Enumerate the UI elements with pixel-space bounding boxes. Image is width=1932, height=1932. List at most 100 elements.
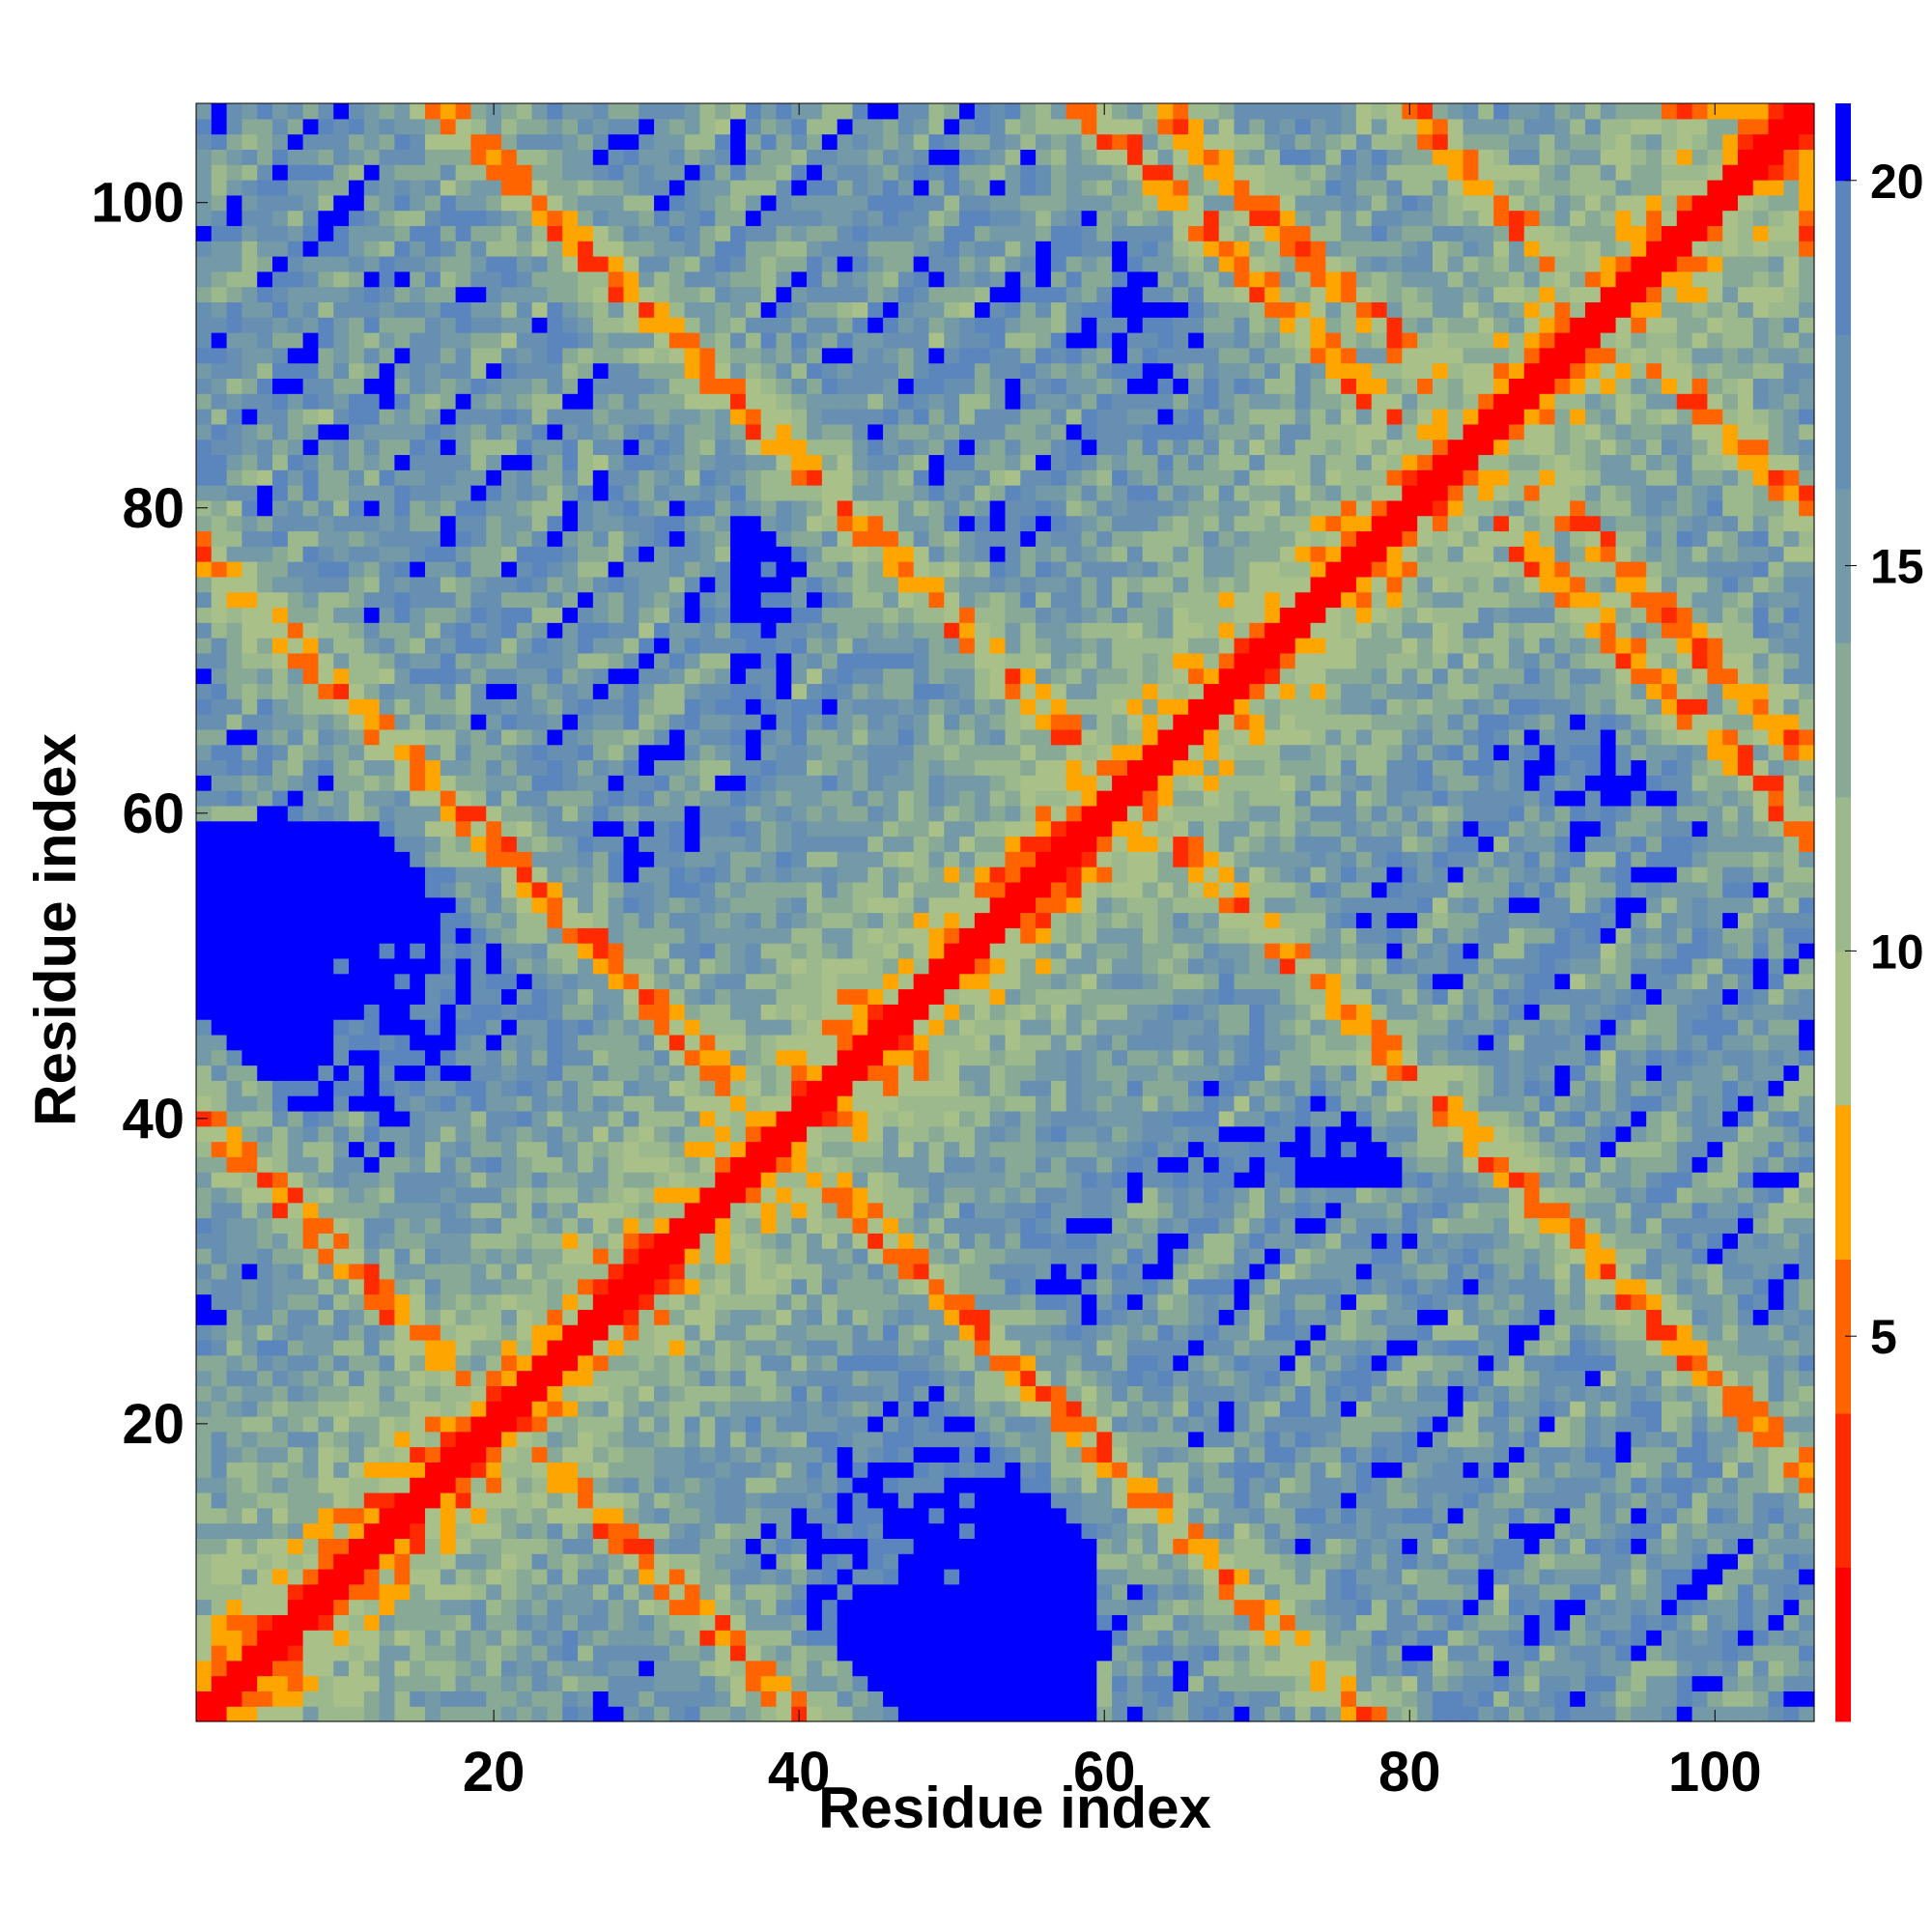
heatmap-cell [394, 1385, 411, 1402]
heatmap-cell [608, 1309, 625, 1325]
heatmap-cell [668, 668, 686, 685]
heatmap-cell [776, 714, 792, 730]
heatmap-cell [745, 1354, 762, 1372]
heatmap-cell [516, 805, 533, 822]
heatmap-cell [760, 409, 778, 425]
heatmap-cell [867, 896, 884, 914]
heatmap-cell [699, 210, 716, 227]
heatmap-cell [913, 1492, 930, 1509]
heatmap-cell [699, 1492, 716, 1509]
heatmap-cell [623, 1599, 639, 1615]
heatmap-cell [379, 1034, 396, 1051]
heatmap-cell [470, 744, 487, 761]
heatmap-cell [897, 867, 915, 883]
heatmap-cell [257, 1186, 273, 1204]
heatmap-cell [684, 546, 701, 562]
heatmap-cell [623, 1431, 639, 1448]
heatmap-cell [867, 439, 884, 456]
heatmap-cell [745, 576, 762, 593]
heatmap-cell [776, 576, 792, 593]
heatmap-cell [760, 622, 778, 639]
heatmap-cell [867, 1630, 884, 1646]
heatmap-cell [272, 270, 289, 288]
heatmap-cell [547, 652, 563, 669]
heatmap-cell [486, 561, 502, 578]
heatmap-cell [623, 241, 639, 257]
heatmap-cell [837, 1599, 854, 1615]
heatmap-cell [470, 728, 487, 746]
heatmap-cell [196, 530, 213, 547]
heatmap-cell [333, 1644, 350, 1662]
heatmap-cell [211, 790, 228, 807]
heatmap-cell [302, 1553, 320, 1570]
heatmap-cell [867, 362, 884, 380]
heatmap-cell [287, 714, 304, 730]
heatmap-cell [547, 133, 563, 150]
heatmap-cell [226, 1095, 242, 1112]
heatmap-cell [837, 210, 854, 227]
heatmap-cell [760, 668, 778, 685]
heatmap-cell [440, 1614, 457, 1631]
heatmap-cell [516, 1248, 533, 1264]
heatmap-cell [807, 1477, 823, 1493]
heatmap-cell [668, 1202, 686, 1219]
heatmap-cell [807, 439, 823, 456]
heatmap-cell [440, 454, 457, 470]
heatmap-cell [226, 943, 242, 959]
heatmap-cell [486, 469, 502, 486]
heatmap-cell [196, 1370, 213, 1386]
heatmap-cell [623, 668, 639, 685]
heatmap-cell [883, 423, 899, 440]
heatmap-cell [531, 1156, 549, 1173]
heatmap-cell [501, 1293, 518, 1310]
heatmap-cell [333, 1630, 350, 1646]
heatmap-cell [531, 1339, 549, 1356]
heatmap-cell [699, 1309, 716, 1325]
heatmap-cell [211, 1004, 228, 1020]
heatmap-cell [623, 1339, 639, 1356]
heatmap-cell [562, 485, 579, 501]
heatmap-cell [531, 896, 549, 914]
heatmap-cell [455, 194, 472, 212]
heatmap-cell [257, 439, 273, 456]
heatmap-cell [302, 1568, 320, 1585]
heatmap-cell [913, 1675, 930, 1691]
heatmap-cell [852, 668, 868, 685]
heatmap-cell [302, 1125, 320, 1143]
heatmap-cell [410, 332, 426, 349]
heatmap-cell [394, 1431, 411, 1448]
heatmap-cell [486, 499, 502, 517]
heatmap-cell [501, 1385, 518, 1402]
heatmap-cell [639, 1462, 655, 1478]
heatmap-cell [745, 270, 762, 288]
heatmap-cell [715, 362, 731, 380]
heatmap-cell [684, 867, 701, 883]
heatmap-cell [547, 409, 563, 425]
heatmap-cell [196, 1172, 213, 1188]
heatmap-cell [837, 698, 854, 715]
heatmap-cell [592, 1583, 610, 1601]
heatmap-cell [242, 210, 258, 227]
heatmap-cell [837, 957, 854, 975]
heatmap-cell [715, 943, 731, 959]
heatmap-cell [455, 1477, 472, 1493]
heatmap-cell [470, 896, 487, 914]
heatmap-cell [883, 1049, 899, 1066]
heatmap-cell [654, 1492, 670, 1509]
heatmap-cell [425, 301, 441, 318]
heatmap-cell [852, 1583, 868, 1601]
heatmap-cell [379, 988, 396, 1005]
heatmap-cell [501, 180, 518, 196]
heatmap-cell [379, 1263, 396, 1280]
heatmap-cell [791, 1675, 808, 1691]
heatmap-cell [410, 728, 426, 746]
heatmap-cell [455, 1462, 472, 1478]
heatmap-cell [425, 1553, 441, 1570]
heatmap-cell [211, 1568, 228, 1585]
heatmap-cell [410, 1507, 426, 1524]
heatmap-cell [516, 1110, 533, 1127]
heatmap-cell [715, 728, 731, 746]
heatmap-cell [302, 851, 320, 867]
heatmap-cell [791, 393, 808, 410]
heatmap-cell [363, 515, 381, 532]
